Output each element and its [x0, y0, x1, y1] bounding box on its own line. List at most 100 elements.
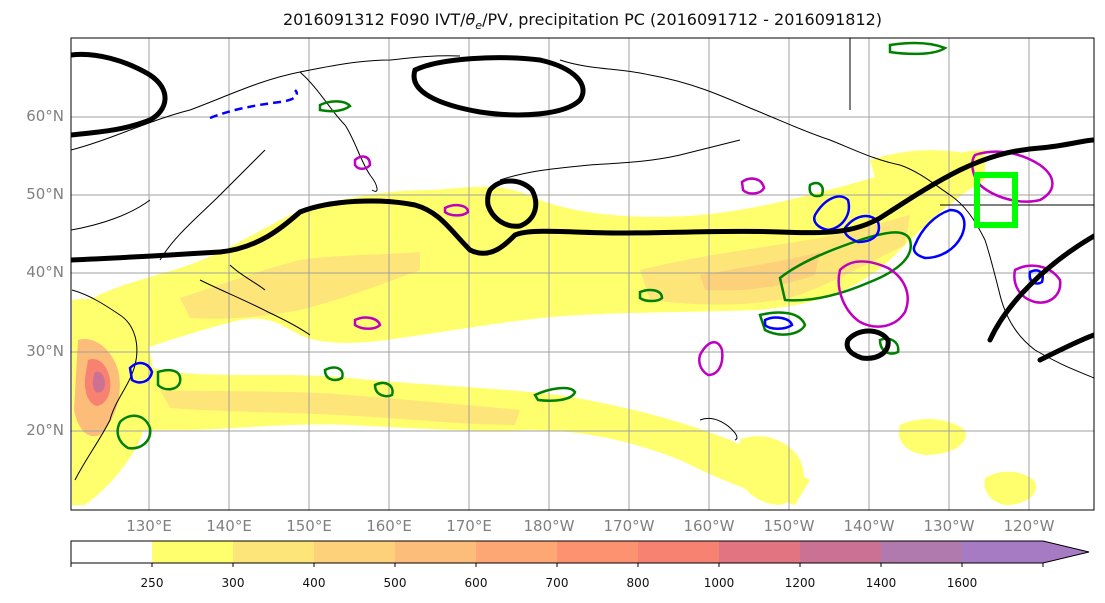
- colorbar-segment: [881, 541, 963, 563]
- target-box: [974, 172, 1018, 228]
- ivt-patch-southeast: [898, 418, 966, 455]
- blue-contour-dashed: [209, 89, 299, 120]
- ivt-typhoon-peak: [92, 371, 105, 393]
- lat-label-40n: 40°N: [26, 263, 64, 281]
- theta-e-contours: [116, 41, 948, 450]
- colorbar-segment: [638, 541, 720, 563]
- colorbar-segment: [557, 541, 639, 563]
- magenta-contour-8: [353, 155, 372, 170]
- green-contour-3: [156, 368, 182, 391]
- colorbar-tick-label: 700: [545, 576, 569, 590]
- colorbar-segment: [71, 541, 153, 563]
- lon-label-130e: 130°E: [126, 517, 172, 535]
- coast-japan: [199, 264, 311, 336]
- colorbar-tick-label: 1200: [784, 576, 816, 590]
- green-contour-9: [888, 41, 948, 56]
- green-contour-10: [318, 100, 352, 113]
- pv-black-contours: [71, 51, 1094, 363]
- pv-loop-south: [844, 328, 891, 361]
- colorbar-segment: [314, 541, 396, 563]
- green-contour-11: [808, 181, 824, 198]
- lon-label-150e: 150°E: [286, 517, 332, 535]
- colorbar-segment: [152, 541, 234, 563]
- green-contour-6: [323, 366, 344, 382]
- pv-main-line: [71, 137, 1094, 263]
- blue-contours: [128, 89, 1044, 384]
- coast-alaska: [559, 59, 901, 166]
- colorbar-segment: [962, 541, 1044, 563]
- pv-east-line: [987, 233, 1094, 343]
- magenta-contour-1: [837, 260, 909, 328]
- magenta-contour-4: [698, 341, 724, 377]
- ivt-band-main: [72, 150, 985, 370]
- colorbar-tick-label: 300: [221, 576, 245, 590]
- blue-contour-1: [813, 195, 851, 232]
- green-contour-4: [533, 386, 577, 402]
- green-contour-5: [638, 288, 664, 303]
- ivt-band-main-inner: [180, 252, 420, 319]
- magenta-contour-7: [740, 177, 766, 195]
- colorbar-segment: [395, 541, 477, 563]
- blue-contour-5: [763, 316, 794, 330]
- coast-hawaii: [699, 417, 738, 441]
- ivt-patch-northeast: [870, 150, 960, 181]
- blue-contour-4: [128, 361, 154, 384]
- ivt-band-east-inner: [700, 252, 820, 291]
- lon-label-140w: 140°W: [843, 517, 895, 535]
- coast-aleutians: [499, 139, 741, 181]
- ivt-shading: [72, 150, 1036, 505]
- colorbar-segment: [476, 541, 558, 563]
- map-title: 2016091312 F090 IVT/θe/PV, precipitation…: [282, 10, 883, 33]
- gridlines: [71, 38, 1094, 510]
- magenta-contour-6: [443, 203, 470, 217]
- pv-loop-west: [71, 51, 168, 138]
- ivt-band-south-inner: [160, 390, 520, 425]
- magenta-contour-5: [353, 316, 382, 330]
- lon-label-180w: 180°W: [523, 517, 575, 535]
- lon-label-130w: 130°W: [923, 517, 975, 535]
- ivt-patch-far-southeast: [984, 471, 1036, 505]
- colorbar-arrow: [1043, 541, 1089, 563]
- colorbar-tick-label: 500: [383, 576, 407, 590]
- colorbar-tick-label: 600: [464, 576, 488, 590]
- coast-siberia: [71, 55, 461, 192]
- colorbar-segment: [719, 541, 801, 563]
- lat-label-20n: 20°N: [26, 421, 64, 439]
- colorbar-tick-label: 1400: [865, 576, 897, 590]
- blue-contour-2: [843, 214, 881, 244]
- lat-label-60n: 60°N: [26, 107, 64, 125]
- pv-magenta-contours: [353, 150, 1062, 377]
- colorbar-tick-label: 800: [626, 576, 650, 590]
- lon-label-170w: 170°W: [603, 517, 655, 535]
- lat-label-50n: 50°N: [26, 185, 64, 203]
- pv-loop-north: [411, 55, 586, 118]
- ivt-patch-central: [735, 436, 804, 505]
- lon-label-160w: 160°W: [683, 517, 735, 535]
- colorbar: [70, 540, 1090, 567]
- lat-label-30n: 30°N: [26, 342, 64, 360]
- colorbar-tick-label: 1600: [946, 576, 978, 590]
- map-frame: [70, 37, 1095, 511]
- colorbar-tick-label: 400: [302, 576, 326, 590]
- blue-contour-3: [912, 208, 966, 260]
- blue-contour-6: [1028, 269, 1044, 285]
- lon-label-170e: 170°E: [446, 517, 492, 535]
- lon-label-160e: 160°E: [366, 517, 412, 535]
- lon-label-150w: 150°W: [763, 517, 815, 535]
- colorbar-tick-label: 250: [140, 576, 164, 590]
- lon-label-120w: 120°W: [1003, 517, 1055, 535]
- green-contour-7: [373, 381, 394, 398]
- lon-label-140e: 140°E: [206, 517, 252, 535]
- colorbar-outline: [70, 540, 1090, 564]
- colorbar-segment: [233, 541, 315, 563]
- map-area: [71, 38, 1094, 510]
- magenta-contour-3: [1013, 264, 1062, 304]
- green-contour-1: [778, 231, 913, 302]
- colorbar-tick-label: 1000: [703, 576, 735, 590]
- coast-okhotsk: [71, 149, 266, 261]
- pv-loop-aleutian: [485, 178, 539, 229]
- colorbar-segment: [800, 541, 882, 563]
- green-contour-2: [116, 414, 152, 450]
- green-contour-8: [758, 311, 807, 336]
